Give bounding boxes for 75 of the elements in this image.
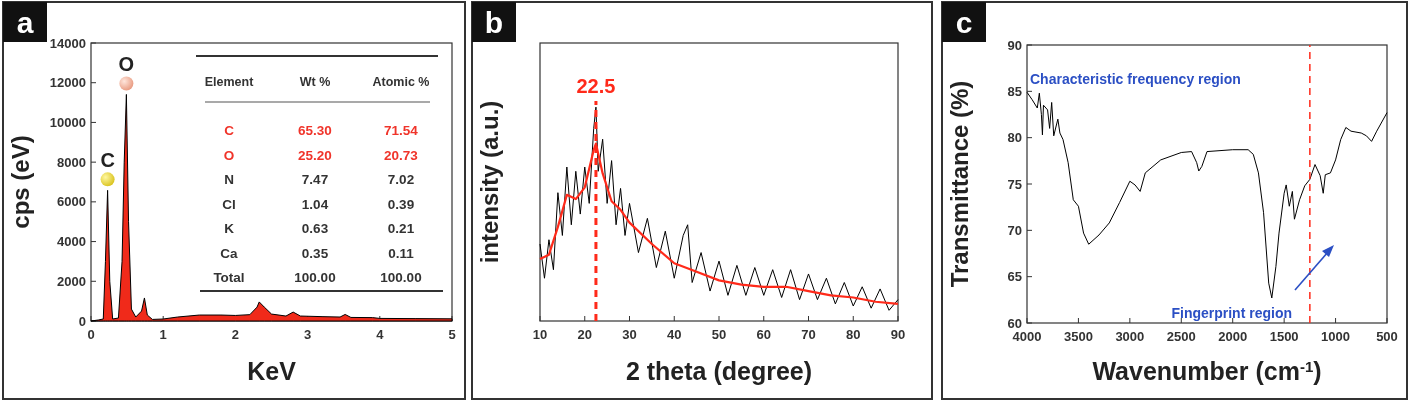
y-tick-label: 8000	[57, 154, 86, 170]
annotation: 0.21	[387, 221, 415, 236]
x-tick-label: 5	[448, 327, 456, 342]
y-tick-label: 90	[1007, 37, 1022, 53]
annotation: O	[118, 53, 135, 76]
annotation: K	[224, 221, 235, 236]
annotation: Total	[213, 270, 245, 285]
chart-title: b	[484, 6, 504, 39]
annotation: 20.73	[384, 147, 419, 163]
annotation: 1.04	[301, 196, 329, 212]
x-tick-label: 2000	[1218, 329, 1248, 344]
y-axis-title: Transmittance (%)	[946, 80, 973, 288]
y-tick-label: 4000	[57, 234, 86, 250]
x-tick-label: 90	[890, 327, 906, 342]
y-tick-label: 14000	[49, 35, 86, 51]
annotation: Characteristic frequency region	[1030, 71, 1241, 87]
x-tick-label: 2	[231, 327, 240, 342]
x-tick-label: 2500	[1166, 329, 1196, 344]
y-axis-title: cps (eV)	[7, 135, 34, 229]
annotation: C	[100, 149, 115, 172]
y-axis-title: intensity (a.u.)	[476, 100, 503, 264]
annotation: 0.39	[387, 196, 415, 212]
annotation: Wt %	[299, 75, 331, 89]
x-tick-label: 30	[622, 327, 637, 342]
annotation: N	[224, 172, 234, 187]
annotation: 7.02	[387, 172, 415, 187]
annotation: 25.20	[298, 147, 332, 163]
y-tick-label: 85	[1007, 83, 1022, 99]
x-tick-label: 4	[376, 327, 385, 342]
annotation: Cl	[222, 196, 236, 212]
annotation: O	[223, 147, 235, 163]
x-axis-title: Wavenumber (cm$^{-1}$)	[1092, 357, 1322, 385]
x-tick-label: 1500	[1269, 329, 1299, 344]
annotation: 65.30	[298, 123, 332, 138]
annotation: 100.00	[380, 270, 422, 285]
y-tick-label: 0	[78, 313, 86, 329]
annotation: 7.47	[301, 172, 329, 187]
y-tick-label: 10000	[49, 114, 86, 130]
annotation: Element	[204, 75, 255, 89]
annotation: Atomic %	[372, 75, 430, 89]
x-tick-label: 1	[159, 327, 167, 342]
x-tick-label: 3	[303, 327, 312, 342]
x-tick-label: 3000	[1115, 329, 1145, 344]
y-tick-label: 80	[1007, 130, 1022, 146]
x-tick-label: 3500	[1063, 329, 1093, 344]
x-axis-title: 2 theta (degree)	[625, 357, 813, 385]
annotation: 0.63	[301, 221, 329, 236]
y-tick-label: 2000	[57, 273, 86, 289]
y-tick-label: 70	[1007, 222, 1022, 238]
y-tick-label: 60	[1007, 315, 1022, 331]
annotation: 0.11	[388, 245, 415, 261]
annotation: 100.00	[294, 270, 336, 285]
x-tick-label: 10	[532, 327, 548, 342]
chart-title: a	[16, 6, 34, 39]
x-tick-label: 50	[711, 327, 727, 342]
x-axis-title: KeV	[247, 357, 297, 385]
annotation: 71.54	[384, 123, 419, 138]
y-tick-label: 65	[1007, 269, 1022, 285]
x-tick-label: 40	[667, 327, 682, 342]
x-tick-label: 70	[801, 327, 816, 342]
x-tick-label: 500	[1376, 329, 1398, 344]
x-tick-label: 80	[846, 327, 861, 342]
x-tick-label: 1000	[1321, 329, 1351, 344]
line-series	[1026, 91, 1388, 299]
chart-title: c	[955, 6, 973, 39]
annotation: Fingerprint region	[1171, 305, 1292, 321]
y-tick-label: 6000	[57, 194, 86, 210]
y-tick-label: 75	[1007, 176, 1022, 192]
annotation: 0.35	[301, 245, 329, 261]
ref-line-label: 22.5	[576, 75, 616, 97]
x-tick-label: 20	[577, 327, 592, 342]
y-tick-label: 12000	[49, 75, 86, 91]
annotation: Ca	[220, 245, 239, 261]
x-tick-label: 60	[756, 327, 771, 342]
annotation: C	[224, 123, 235, 138]
